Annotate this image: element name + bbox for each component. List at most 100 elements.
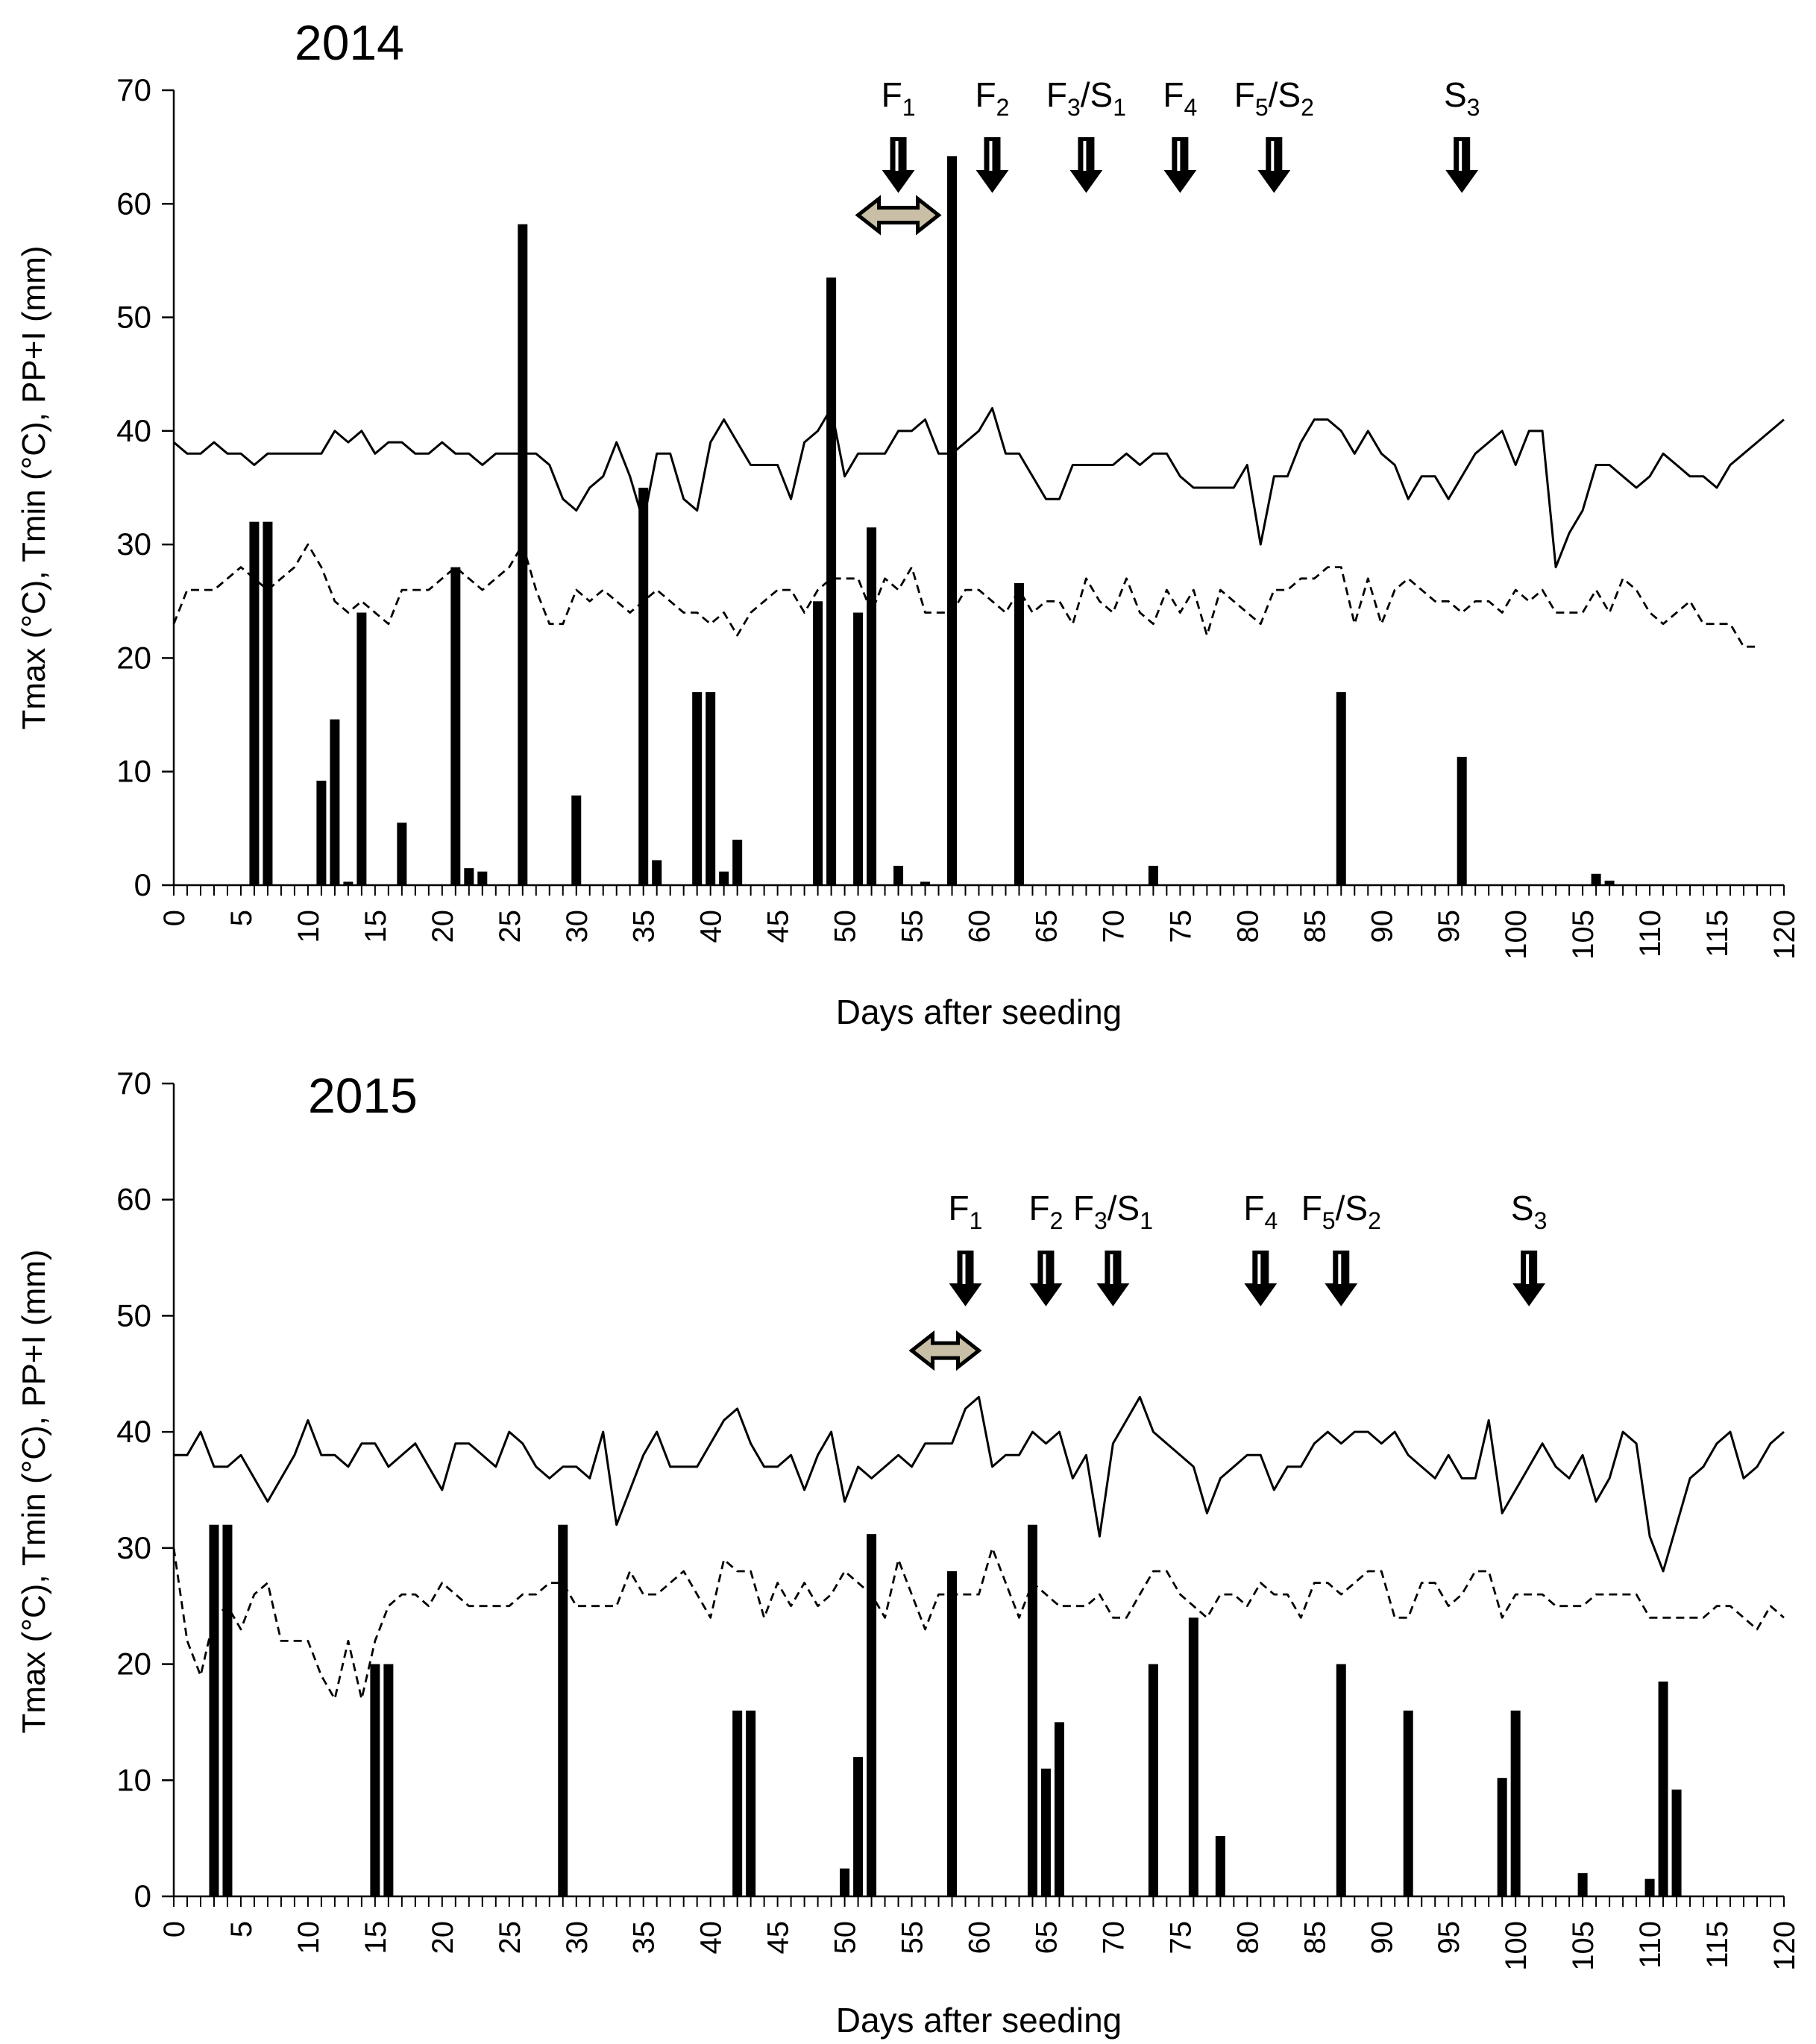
precip-bar [209,1524,219,1896]
precip-bar [719,871,729,885]
x-tick-label: 50 [829,910,862,943]
x-tick-label: 65 [1030,910,1063,943]
event-label-base: F [1046,75,1067,114]
x-tick-label: 45 [762,910,795,943]
precip-bar [746,1710,756,1896]
x-tick-label: 40 [695,1921,728,1955]
precip-bar [853,1757,864,1896]
tmax-line [173,406,1785,569]
event-label-base2: /S [1081,75,1113,114]
event-label-base: F [882,75,902,114]
chart-title: 2014 [295,15,404,70]
event-label-base: F [975,75,996,114]
x-tick-label: 60 [964,910,996,943]
precip-bar [732,840,743,885]
event-label-base: F [949,1189,970,1227]
event-label: F5/S2 [1234,75,1314,121]
precip-bar [316,780,327,885]
x-tick-label: 120 [1768,910,1801,960]
event-label-base2: /S [1269,75,1301,114]
event-label-base2: /S [1107,1189,1140,1227]
x-tick-label: 105 [1567,910,1600,960]
event-label-subscript: 3 [1534,1207,1548,1234]
x-tick-label: 100 [1500,1921,1533,1971]
y-tick-label: 40 [116,413,151,448]
precip-bar [840,1868,850,1896]
event-label-subscript: 5 [1322,1207,1336,1234]
precip-bar [1510,1710,1521,1896]
event-label-subscript2: 2 [1368,1207,1381,1234]
x-tick-label: 75 [1164,910,1197,943]
x-tick-label: 25 [494,1921,527,1955]
precip-bar [813,601,823,885]
y-tick-label: 0 [134,1878,151,1914]
double-arrow-icon [855,195,942,236]
x-tick-label: 5 [225,910,258,926]
y-tick-label: 50 [116,1298,151,1333]
event-label: F5/S2 [1301,1189,1381,1234]
event-label-subscript: 3 [1467,94,1480,121]
precip-bar [947,1571,958,1896]
event-label: F1 [949,1189,983,1234]
precip-bar [249,521,260,885]
precip-bar [920,881,931,885]
event-label-base2: /S [1336,1189,1368,1227]
x-tick-label: 110 [1634,1921,1667,1969]
x-tick-label: 115 [1701,1921,1734,1969]
event-label-base: S [1511,1189,1534,1227]
x-tick-label: 20 [427,910,459,943]
precip-bar [1403,1710,1413,1896]
x-tick-label: 95 [1433,910,1465,943]
x-tick-label: 90 [1366,910,1398,943]
precip-bar [1014,582,1024,885]
tmin-line [172,543,1757,648]
event-label-subscript: 4 [1264,1207,1278,1234]
x-tick-label: 15 [359,1921,392,1955]
x-tick-label: 85 [1298,910,1331,943]
precip-bar [450,567,461,885]
event-label-subscript: 2 [996,94,1010,121]
y-tick-label: 70 [116,1066,151,1101]
precip-bar [1027,1524,1037,1896]
x-tick-label: 30 [561,1921,594,1955]
x-tick-label: 110 [1634,910,1667,957]
event-label: F2 [975,75,1010,121]
precip-bar [853,612,864,885]
double-arrow-icon [908,1330,982,1371]
y-tick-label: 60 [116,186,151,221]
x-tick-label: 45 [762,1921,795,1955]
event-label-base: F [1301,1189,1322,1227]
down-arrow-highlight [895,141,899,171]
x-tick-label: 100 [1500,910,1533,960]
x-tick-label: 35 [628,1921,661,1955]
precip-bar [1604,880,1615,885]
y-axis-label: Tmax (°C), Tmin (°C), PP+I (mm) [16,245,52,729]
x-tick-label: 10 [292,910,325,943]
x-tick-label: 80 [1231,910,1264,943]
event-label-base: F [1234,75,1255,114]
y-tick-label: 20 [116,1647,151,1682]
precip-bar [867,1534,877,1896]
precip-bar [947,156,958,886]
x-tick-label: 80 [1231,1921,1264,1955]
down-arrow-highlight [962,1254,966,1284]
event-label: F3/S1 [1073,1189,1153,1234]
x-tick-label: 120 [1768,1921,1801,1971]
event-label-subscript: 1 [902,94,916,121]
x-tick-label: 10 [292,1921,325,1955]
event-label-subscript2: 2 [1301,94,1314,121]
x-tick-label: 105 [1567,1921,1600,1971]
y-tick-label: 30 [116,526,151,562]
down-arrow-highlight [1043,1254,1046,1284]
x-tick-label: 115 [1701,910,1734,957]
precip-bar [1658,1681,1668,1896]
event-label-base: F [1029,1189,1050,1227]
precip-bar [518,224,528,885]
chart-title: 2015 [308,1068,418,1123]
event-label-subscript: 3 [1094,1207,1107,1234]
event-label-base: F [1163,75,1184,114]
precip-bar [638,488,649,885]
x-tick-label: 70 [1097,910,1130,943]
precip-bar [692,692,703,885]
